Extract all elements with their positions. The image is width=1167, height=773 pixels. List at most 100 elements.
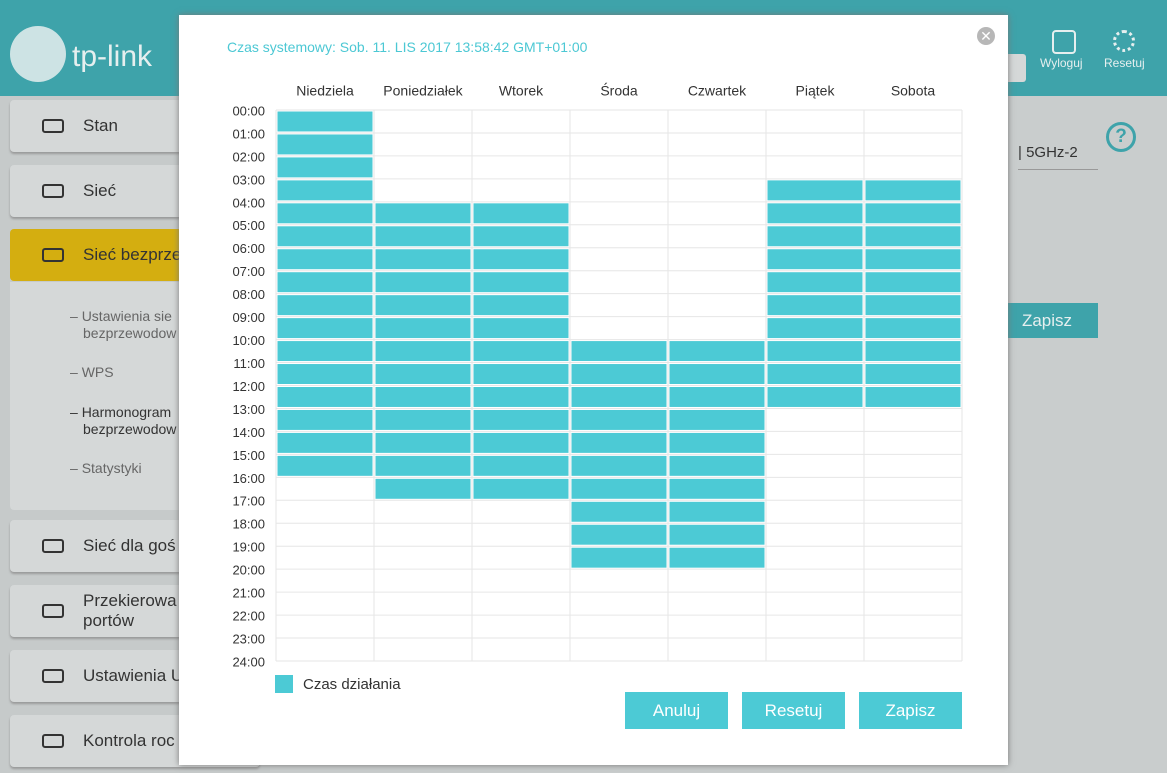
button[interactable]: Anuluj — [625, 692, 728, 729]
active-cell[interactable] — [767, 249, 863, 270]
active-cell[interactable] — [375, 409, 471, 430]
button[interactable]: Zapisz — [859, 692, 962, 729]
active-cell[interactable] — [865, 295, 961, 316]
active-cell[interactable] — [277, 318, 373, 339]
active-cell[interactable] — [277, 295, 373, 316]
active-cell[interactable] — [277, 409, 373, 430]
active-cell[interactable] — [473, 203, 569, 224]
active-cell[interactable] — [375, 478, 471, 499]
hour-label: 09:00 — [232, 310, 265, 325]
active-cell[interactable] — [473, 295, 569, 316]
active-cell[interactable] — [865, 364, 961, 384]
active-cell[interactable] — [277, 387, 373, 407]
active-cell[interactable] — [473, 387, 569, 407]
active-cell[interactable] — [473, 455, 569, 476]
active-cell[interactable] — [865, 249, 961, 270]
submenu-item[interactable]: – Statystyki — [70, 460, 142, 477]
active-cell[interactable] — [669, 455, 765, 476]
submenu-item[interactable]: – Harmonogram bezprzewodow — [70, 404, 176, 438]
active-cell[interactable] — [277, 249, 373, 270]
menu-icon — [42, 669, 64, 683]
submenu-item[interactable]: – WPS — [70, 364, 114, 381]
active-cell[interactable] — [865, 387, 961, 407]
active-cell[interactable] — [473, 409, 569, 430]
save-bg[interactable]: Zapisz — [996, 303, 1098, 338]
active-cell[interactable] — [277, 226, 373, 247]
active-cell[interactable] — [669, 364, 765, 384]
active-cell[interactable] — [767, 180, 863, 201]
active-cell[interactable] — [277, 157, 373, 178]
active-cell[interactable] — [571, 364, 667, 384]
active-cell[interactable] — [375, 432, 471, 453]
logout[interactable]: Wyloguj — [1040, 56, 1083, 70]
submenu-item[interactable]: – Ustawienia sie bezprzewodow — [70, 308, 176, 342]
active-cell[interactable] — [767, 295, 863, 316]
active-cell[interactable] — [865, 226, 961, 247]
active-cell[interactable] — [277, 455, 373, 476]
active-cell[interactable] — [865, 203, 961, 224]
active-cell[interactable] — [375, 455, 471, 476]
active-cell[interactable] — [571, 524, 667, 545]
active-cell[interactable] — [375, 203, 471, 224]
active-cell[interactable] — [767, 226, 863, 247]
active-cell[interactable] — [277, 134, 373, 155]
active-cell[interactable] — [767, 364, 863, 384]
hour-label: 21:00 — [232, 586, 265, 601]
logout-icon[interactable] — [1052, 30, 1076, 54]
active-cell[interactable] — [767, 387, 863, 407]
active-cell[interactable] — [767, 272, 863, 293]
active-cell[interactable] — [571, 478, 667, 499]
active-cell[interactable] — [669, 547, 765, 568]
active-cell[interactable] — [277, 364, 373, 384]
close-button[interactable]: ✕ — [977, 27, 995, 45]
active-cell[interactable] — [767, 203, 863, 224]
active-cell[interactable] — [375, 341, 471, 362]
active-cell[interactable] — [473, 226, 569, 247]
active-cell[interactable] — [571, 432, 667, 453]
active-cell[interactable] — [865, 180, 961, 201]
active-cell[interactable] — [375, 249, 471, 270]
active-cell[interactable] — [669, 387, 765, 407]
active-cell[interactable] — [375, 387, 471, 407]
reset[interactable]: Resetuj — [1104, 56, 1145, 70]
active-cell[interactable] — [865, 318, 961, 339]
active-cell[interactable] — [473, 249, 569, 270]
active-cell[interactable] — [865, 272, 961, 293]
active-cell[interactable] — [277, 432, 373, 453]
active-cell[interactable] — [571, 501, 667, 522]
active-cell[interactable] — [571, 455, 667, 476]
active-cell[interactable] — [277, 203, 373, 224]
hour-label: 06:00 — [232, 241, 265, 256]
active-cell[interactable] — [473, 364, 569, 384]
active-cell[interactable] — [375, 318, 471, 339]
active-cell[interactable] — [669, 478, 765, 499]
active-cell[interactable] — [571, 409, 667, 430]
active-cell[interactable] — [473, 318, 569, 339]
active-cell[interactable] — [375, 295, 471, 316]
active-cell[interactable] — [277, 180, 373, 201]
active-cell[interactable] — [375, 272, 471, 293]
active-cell[interactable] — [669, 432, 765, 453]
active-cell[interactable] — [277, 341, 373, 362]
active-cell[interactable] — [865, 341, 961, 362]
active-cell[interactable] — [669, 409, 765, 430]
active-cell[interactable] — [767, 318, 863, 339]
active-cell[interactable] — [669, 341, 765, 362]
active-cell[interactable] — [767, 341, 863, 362]
active-cell[interactable] — [473, 341, 569, 362]
active-cell[interactable] — [375, 226, 471, 247]
active-cell[interactable] — [277, 111, 373, 132]
active-cell[interactable] — [669, 501, 765, 522]
active-cell[interactable] — [571, 387, 667, 407]
active-cell[interactable] — [375, 364, 471, 384]
active-cell[interactable] — [571, 341, 667, 362]
active-cell[interactable] — [473, 272, 569, 293]
active-cell[interactable] — [277, 272, 373, 293]
active-cell[interactable] — [571, 547, 667, 568]
active-cell[interactable] — [669, 524, 765, 545]
button[interactable]: Resetuj — [742, 692, 845, 729]
help[interactable]: ? — [1106, 122, 1136, 152]
reset-icon[interactable] — [1113, 30, 1135, 52]
active-cell[interactable] — [473, 432, 569, 453]
active-cell[interactable] — [473, 478, 569, 499]
